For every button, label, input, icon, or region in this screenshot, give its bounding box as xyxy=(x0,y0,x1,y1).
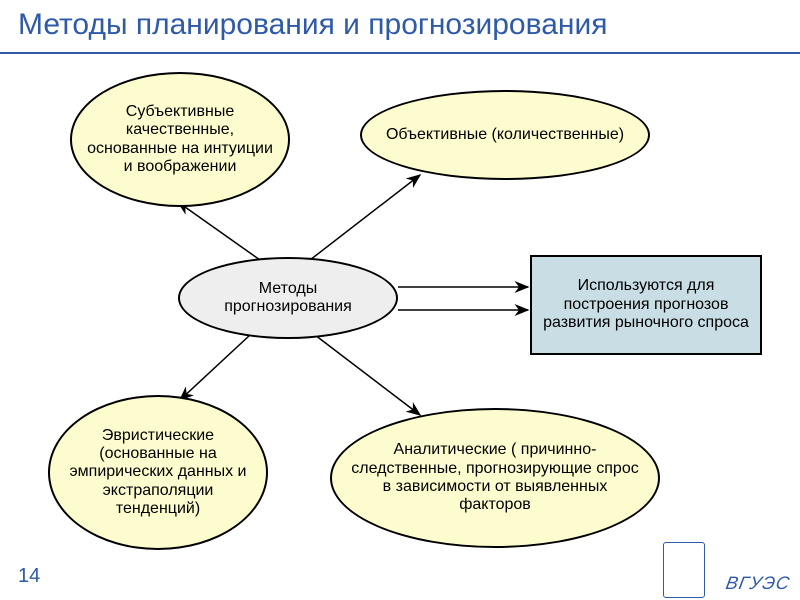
page-title: Методы планирования и прогнозирования xyxy=(18,8,607,42)
node-usage-label: Используются для построения прогнозов ра… xyxy=(542,277,750,332)
node-subj-label: Субъективные качественные, основанные на… xyxy=(86,103,274,177)
title-underline xyxy=(0,52,800,54)
edge-1 xyxy=(310,175,420,260)
page-title-text: Методы планирования и прогнозирования xyxy=(18,8,607,41)
node-obj-label: Объективные (количественные) xyxy=(386,126,624,144)
node-usage: Используются для построения прогнозов ра… xyxy=(530,255,762,355)
node-anal-label: Аналитические ( причинно-следственные, п… xyxy=(346,441,644,515)
edge-0 xyxy=(178,202,260,260)
node-heur: Эвристические (основанные на эмпирически… xyxy=(48,395,268,550)
node-anal: Аналитические ( причинно-следственные, п… xyxy=(330,408,660,548)
edge-2 xyxy=(180,335,250,400)
watermark-text: ВГУЭС xyxy=(724,573,792,594)
node-center-label: Методы прогнозирования xyxy=(194,280,382,317)
node-subj: Субъективные качественные, основанные на… xyxy=(70,72,290,207)
node-heur-label: Эвристические (основанные на эмпирически… xyxy=(64,427,252,519)
edge-3 xyxy=(315,335,420,415)
node-center: Методы прогнозирования xyxy=(178,257,398,339)
page-number: 14 xyxy=(18,565,40,588)
watermark-logo-box xyxy=(663,542,705,598)
node-obj: Объективные (количественные) xyxy=(360,90,650,180)
